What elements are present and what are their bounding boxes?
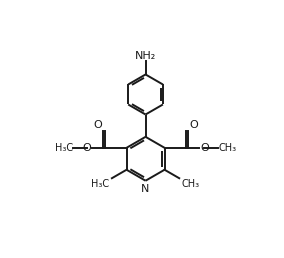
Text: O: O — [93, 120, 102, 130]
Text: NH₂: NH₂ — [135, 51, 156, 61]
Text: O: O — [82, 143, 91, 153]
Text: O: O — [189, 120, 198, 130]
Text: H₃C: H₃C — [91, 179, 110, 189]
Text: H₃C: H₃C — [55, 143, 73, 153]
Text: O: O — [200, 143, 209, 153]
Text: N: N — [141, 184, 150, 194]
Text: CH₃: CH₃ — [181, 179, 200, 189]
Text: CH₃: CH₃ — [218, 143, 237, 153]
